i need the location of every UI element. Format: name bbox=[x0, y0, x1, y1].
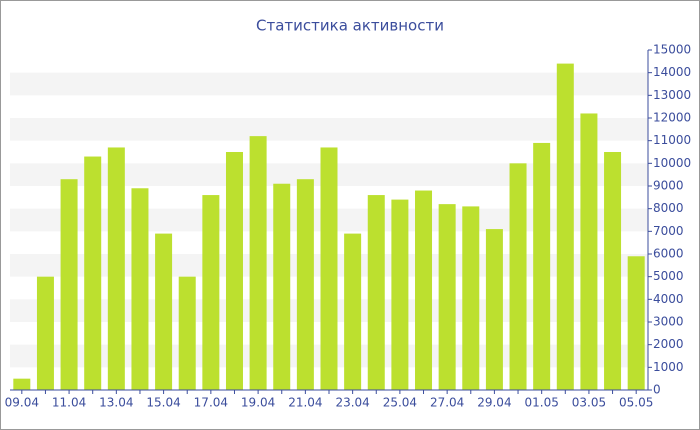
x-tick-label: 05.05 bbox=[619, 396, 653, 410]
x-tick-label: 27.04 bbox=[430, 396, 464, 410]
bar bbox=[131, 188, 149, 390]
grid-band bbox=[10, 72, 648, 96]
bar bbox=[13, 378, 31, 390]
y-tick-label: 8000 bbox=[653, 201, 684, 215]
bar bbox=[367, 195, 385, 390]
x-tick-label: 03.05 bbox=[572, 396, 606, 410]
bar bbox=[202, 195, 220, 390]
bar bbox=[84, 156, 102, 390]
y-tick-label: 6000 bbox=[653, 247, 684, 261]
grid-band bbox=[10, 118, 648, 141]
bar bbox=[36, 276, 54, 390]
bar bbox=[509, 163, 527, 390]
bar bbox=[438, 204, 456, 390]
y-tick-label: 11000 bbox=[653, 133, 691, 147]
bar bbox=[485, 229, 503, 390]
x-tick-label: 15.04 bbox=[146, 396, 180, 410]
y-tick-label: 12000 bbox=[653, 111, 691, 125]
bar bbox=[107, 147, 125, 390]
bar bbox=[225, 152, 243, 390]
x-tick-label: 29.04 bbox=[477, 396, 511, 410]
y-tick-label: 4000 bbox=[653, 292, 684, 306]
bar bbox=[462, 206, 480, 390]
bar bbox=[533, 142, 551, 390]
y-tick-label: 1000 bbox=[653, 360, 684, 374]
bar bbox=[296, 179, 314, 390]
bar bbox=[60, 179, 78, 390]
bar bbox=[415, 190, 433, 390]
x-tick-label: 21.04 bbox=[288, 396, 322, 410]
bar bbox=[556, 63, 574, 390]
y-tick-label: 9000 bbox=[653, 179, 684, 193]
x-tick-label: 25.04 bbox=[383, 396, 417, 410]
x-tick-label: 17.04 bbox=[194, 396, 228, 410]
x-tick-label: 09.04 bbox=[5, 396, 39, 410]
bar bbox=[178, 276, 196, 390]
bar bbox=[249, 136, 267, 390]
x-tick-label: 01.05 bbox=[524, 396, 558, 410]
y-tick-label: 2000 bbox=[653, 337, 684, 351]
bar bbox=[627, 256, 645, 390]
y-tick-label: 0 bbox=[653, 383, 661, 397]
x-tick-label: 11.04 bbox=[52, 396, 86, 410]
x-tick-label: 23.04 bbox=[335, 396, 369, 410]
x-tick-label: 13.04 bbox=[99, 396, 133, 410]
bar bbox=[580, 113, 598, 390]
bar bbox=[155, 233, 173, 390]
bar bbox=[273, 183, 291, 390]
y-tick-label: 10000 bbox=[653, 156, 691, 170]
bar bbox=[344, 233, 362, 390]
bar bbox=[391, 199, 409, 390]
y-tick-label: 7000 bbox=[653, 224, 684, 238]
y-tick-label: 3000 bbox=[653, 315, 684, 329]
x-tick-label: 19.04 bbox=[241, 396, 275, 410]
chart-title: Статистика активности bbox=[256, 17, 444, 35]
bar bbox=[320, 147, 338, 390]
y-tick-label: 15000 bbox=[653, 43, 691, 57]
bar bbox=[604, 152, 622, 390]
y-tick-label: 13000 bbox=[653, 88, 691, 102]
y-tick-label: 5000 bbox=[653, 269, 684, 283]
y-tick-label: 14000 bbox=[653, 65, 691, 79]
